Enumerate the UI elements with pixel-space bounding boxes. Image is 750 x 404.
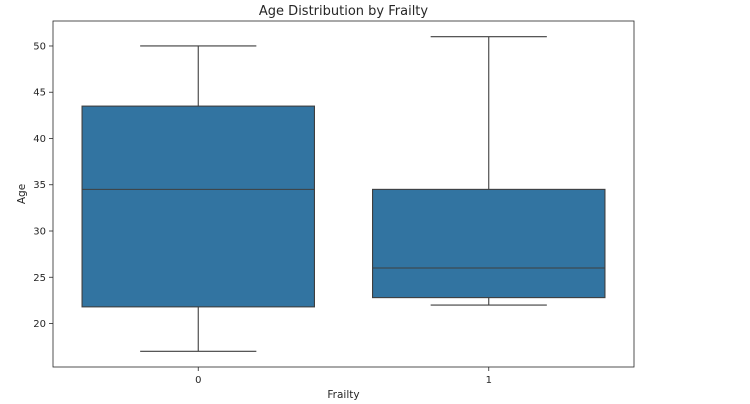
box-iqr xyxy=(81,105,315,308)
y-tick-label: 30 xyxy=(33,227,46,238)
box-iqr xyxy=(371,188,606,299)
plot-area-frame xyxy=(52,20,635,368)
x-axis-label: Frailty xyxy=(327,389,359,401)
chart-title: Age Distribution by Frailty xyxy=(259,4,428,19)
y-tick-label: 25 xyxy=(33,273,46,284)
x-tick-label: 0 xyxy=(195,375,201,386)
x-tick-label: 1 xyxy=(486,375,492,386)
y-tick-label: 20 xyxy=(33,319,46,330)
y-tick-label: 35 xyxy=(33,180,46,191)
y-tick-label: 40 xyxy=(33,134,46,145)
y-tick-label: 45 xyxy=(33,88,46,99)
y-tick-label: 50 xyxy=(33,41,46,52)
y-axis-label: Age xyxy=(16,184,28,204)
